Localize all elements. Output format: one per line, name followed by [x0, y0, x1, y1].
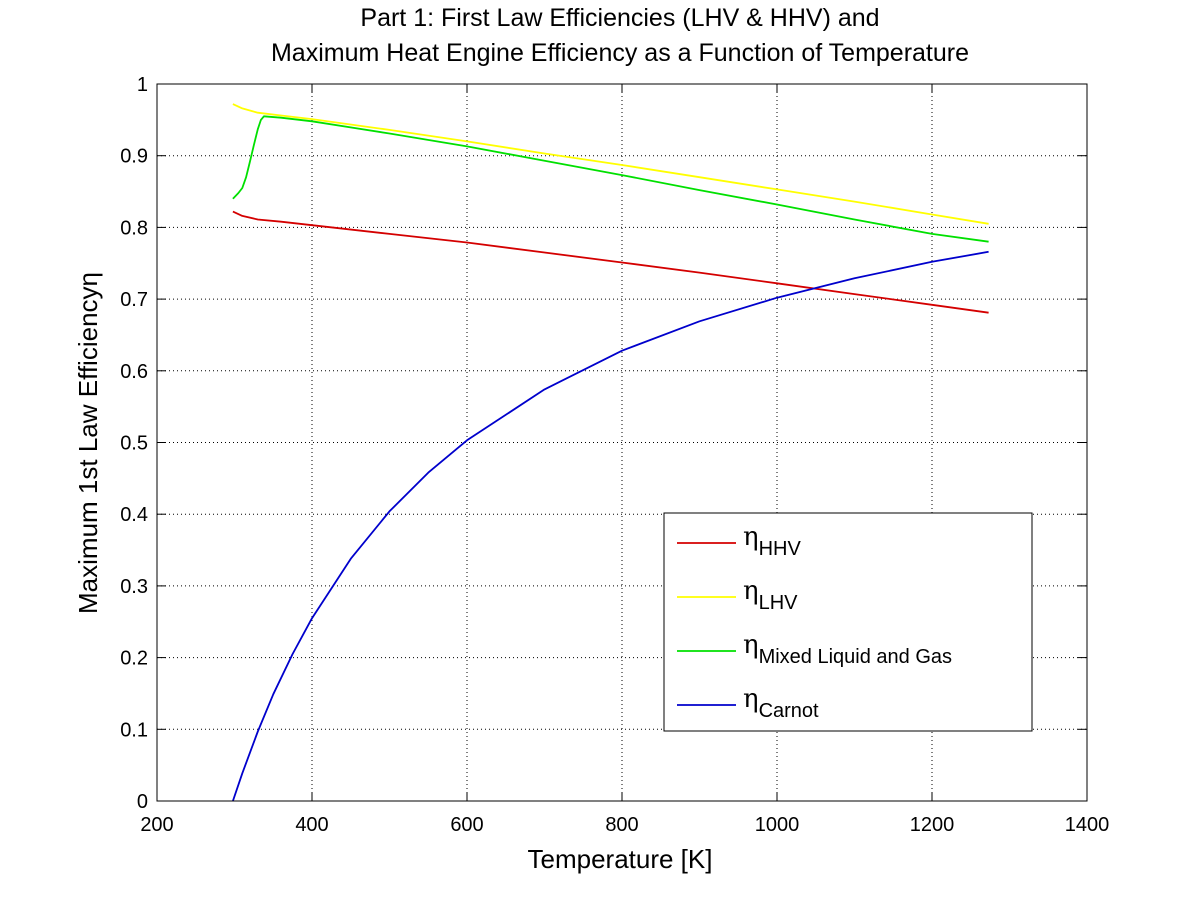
chart-title-line2: Maximum Heat Engine Efficiency as a Func… [271, 39, 969, 67]
x-axis-label: Temperature [K] [528, 844, 713, 874]
series-line-mixed-liquid-and-gas [232, 115, 989, 243]
legend-subscript: Carnot [759, 700, 819, 722]
y-tick-label: 0 [137, 791, 148, 813]
legend-symbol: η [743, 522, 759, 552]
y-tick-label: 0.9 [120, 146, 148, 168]
legend-entry-carnot: ηCarnot [743, 684, 819, 722]
x-tick-label: 1400 [1065, 814, 1110, 836]
series-line-lhv [232, 103, 989, 225]
legend-subscript: HHV [759, 538, 802, 560]
y-tick-label: 0.8 [120, 217, 148, 239]
x-tick-label: 200 [140, 814, 173, 836]
legend-entry-hhv: ηHHV [743, 522, 801, 560]
legend-entry-lhv: ηLHV [743, 576, 798, 614]
legend-box [663, 512, 1033, 732]
x-tick-label: 1000 [755, 814, 800, 836]
x-tick-label: 400 [295, 814, 328, 836]
y-tick-label: 1 [137, 74, 148, 96]
y-tick-label: 0.5 [120, 433, 148, 455]
y-tick-label: 0.2 [120, 648, 148, 670]
axes-frame [156, 83, 1088, 802]
legend-symbol: η [743, 684, 759, 714]
legend-symbol: η [743, 630, 759, 660]
x-tick-label: 600 [450, 814, 483, 836]
y-tick-label: 0.3 [120, 576, 148, 598]
legend-subscript: Mixed Liquid and Gas [759, 646, 952, 668]
x-tick-label: 800 [605, 814, 638, 836]
x-tick-label: 1200 [910, 814, 955, 836]
legend-entry-mixed-liquid-and-gas: ηMixed Liquid and Gas [743, 630, 952, 668]
legend-symbol: η [743, 576, 759, 606]
y-tick-label: 0.4 [120, 504, 148, 526]
series-line-hhv [232, 210, 989, 314]
y-axis-label: Maximum 1st Law Efficiencyη [73, 272, 103, 614]
y-tick-label: 0.1 [120, 719, 148, 741]
legend-subscript: LHV [759, 592, 799, 614]
y-tick-label: 0.7 [120, 289, 148, 311]
chart-title-line1: Part 1: First Law Efficiencies (LHV & HH… [360, 4, 879, 32]
y-tick-label: 0.6 [120, 361, 148, 383]
series-line-carnot [232, 250, 989, 802]
